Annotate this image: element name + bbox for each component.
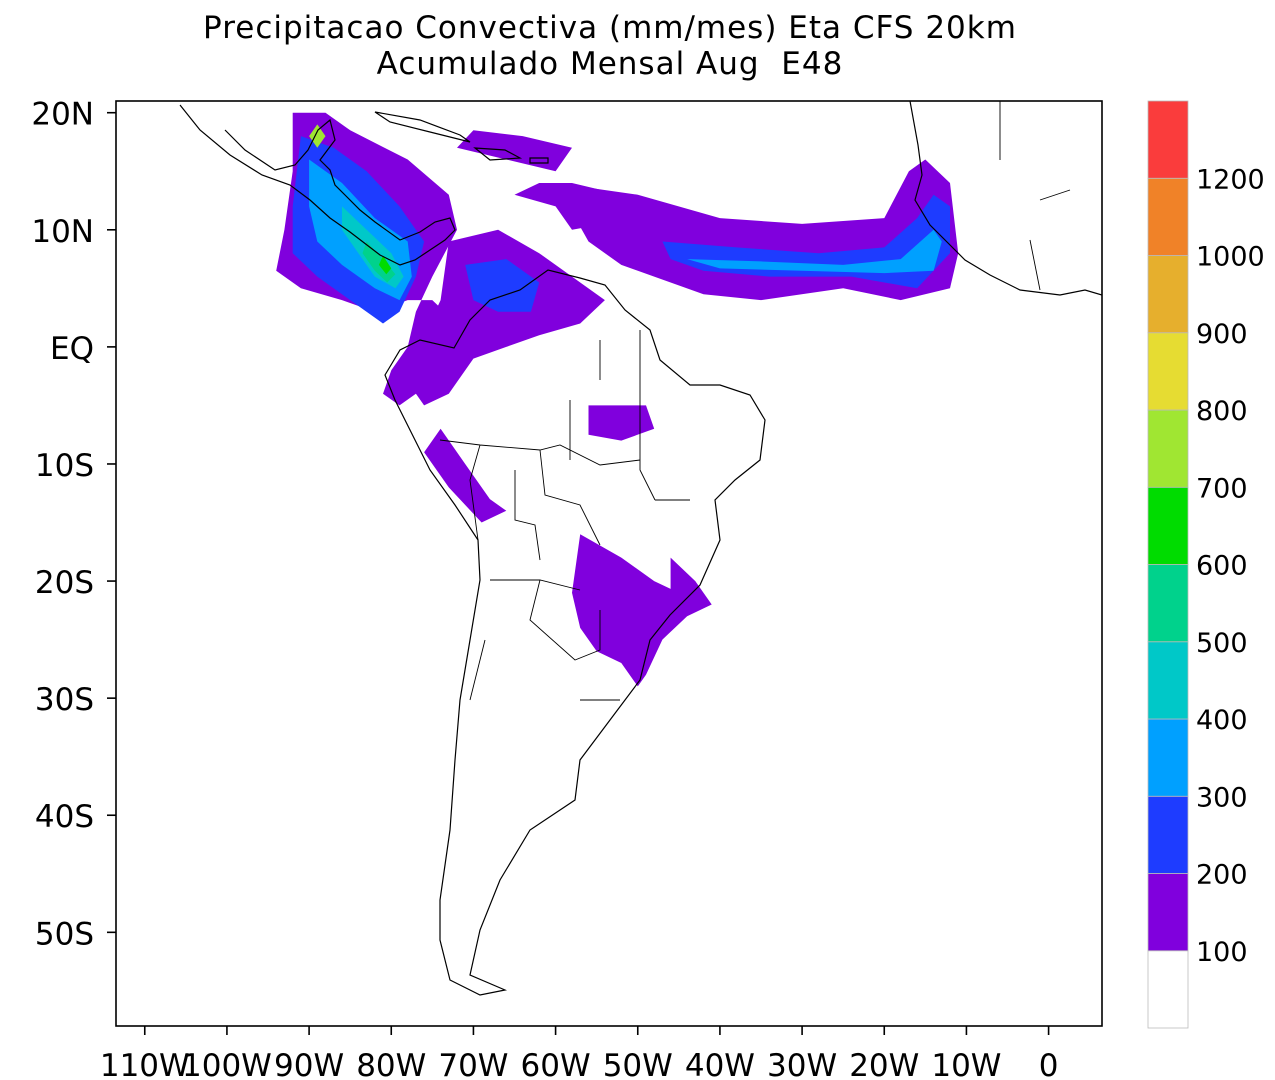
colorbar-label: 500 — [1196, 628, 1248, 659]
precip-area-13 — [407, 229, 605, 406]
y-tick-label: 10N — [31, 214, 94, 250]
x-tick-label: 30W — [767, 1048, 837, 1080]
precip-area-16 — [572, 534, 688, 687]
colorbar-label: 800 — [1196, 396, 1248, 427]
colorbar-label: 300 — [1196, 782, 1248, 813]
x-tick-label: 80W — [356, 1048, 426, 1080]
colorbar-label: 100 — [1196, 937, 1248, 968]
x-tick-label: 40W — [685, 1048, 755, 1080]
precip-area-5 — [378, 255, 392, 275]
y-tick-label: 20N — [31, 97, 94, 133]
colorbar-label: 900 — [1196, 319, 1248, 350]
colorbar-swatch — [1147, 873, 1189, 952]
precip-area-17 — [670, 557, 712, 617]
x-tick-label: 110W — [100, 1048, 190, 1080]
x-tick-label: 90W — [274, 1048, 344, 1080]
colorbar-label: 200 — [1196, 860, 1248, 891]
colorbar-label: 1000 — [1196, 242, 1265, 273]
map-title-line2: Acumulado Mensal Aug E48 — [376, 46, 844, 82]
y-tick-label: 40S — [35, 799, 94, 835]
precipitation-layer — [276, 112, 959, 687]
y-tick-label: 20S — [35, 565, 94, 601]
colorbar-swatch — [1147, 641, 1189, 720]
colorbar-swatch — [1147, 486, 1189, 565]
country-borders — [439, 101, 1071, 701]
x-tick-label: 50W — [603, 1048, 673, 1080]
hispaniola-coastline — [473, 147, 523, 161]
colorbar-label: 600 — [1196, 551, 1248, 582]
precip-area-12 — [687, 229, 942, 274]
central-america-coastline — [179, 104, 456, 266]
colorbar-swatch — [1147, 255, 1189, 334]
y-tick-label: 30S — [35, 682, 94, 718]
x-tick-label: 10W — [931, 1048, 1001, 1080]
precip-area-8 — [457, 130, 572, 172]
map-title-line1: Precipitacao Convectiva (mm/mes) Eta CFS… — [203, 10, 1017, 46]
africa-coastline — [909, 101, 1102, 296]
colorbar-swatch — [1147, 409, 1189, 488]
colorbar-swatch — [1147, 100, 1189, 179]
puerto-rico-coastline — [529, 157, 549, 164]
colorbar-label: 700 — [1196, 473, 1248, 504]
precip-area-15 — [588, 405, 655, 441]
x-tick-label: 70W — [438, 1048, 508, 1080]
precip-area-7 — [424, 428, 507, 523]
colorbar-swatch — [1147, 177, 1189, 256]
map-frame — [115, 100, 1103, 1027]
x-tick-label: 20W — [849, 1048, 919, 1080]
colorbar: 100 200 300 400 500 600 700 800 900 1000 1200 — [1147, 100, 1265, 1029]
y-axis: 20N 10N EQ 10S 20S 30S 40S 50S — [31, 97, 116, 952]
x-tick-label: 100W — [182, 1048, 272, 1080]
colorbar-swatch — [1147, 950, 1189, 1029]
colorbar-label: 400 — [1196, 705, 1248, 736]
y-tick-label: 10S — [35, 448, 94, 484]
cuba-coastline — [374, 111, 471, 143]
y-tick-label: 50S — [35, 916, 94, 952]
y-tick-label: EQ — [50, 331, 94, 367]
precip-area-14 — [465, 259, 540, 312]
x-tick-label: 60W — [521, 1048, 591, 1080]
colorbar-swatch — [1147, 332, 1189, 411]
colorbar-label: 1200 — [1196, 164, 1265, 195]
x-tick-label: 0 — [1039, 1048, 1059, 1080]
precip-area-6 — [309, 124, 326, 148]
south-america-coastline — [384, 269, 766, 996]
colorbar-swatch — [1147, 564, 1189, 643]
colorbar-swatch — [1147, 718, 1189, 797]
coastlines — [179, 101, 1102, 996]
colorbar-swatch — [1147, 795, 1189, 874]
